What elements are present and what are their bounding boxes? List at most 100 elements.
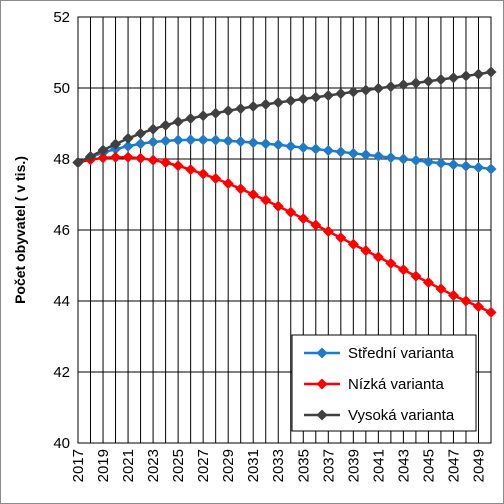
series-2 bbox=[72, 151, 497, 318]
x-tick-label: 2019 bbox=[95, 449, 112, 482]
y-tick-label: 42 bbox=[53, 364, 70, 381]
data-point bbox=[322, 225, 334, 237]
data-point bbox=[85, 151, 97, 163]
series-1 bbox=[72, 134, 497, 175]
data-point bbox=[210, 107, 222, 119]
data-point bbox=[185, 164, 197, 176]
data-point bbox=[160, 135, 172, 147]
data-point bbox=[385, 257, 397, 269]
x-tick-label: 2049 bbox=[470, 449, 487, 482]
data-point bbox=[272, 139, 284, 151]
series-layer bbox=[72, 66, 497, 318]
data-point bbox=[185, 134, 197, 146]
x-tick-label: 2035 bbox=[295, 449, 312, 482]
data-point bbox=[372, 251, 384, 263]
data-point bbox=[347, 238, 359, 250]
data-point bbox=[285, 206, 297, 218]
x-tick-label: 2039 bbox=[345, 449, 362, 482]
y-axis-title: Počet obyvatel ( v tis.) bbox=[12, 156, 28, 304]
data-point bbox=[335, 146, 347, 158]
data-point bbox=[185, 113, 197, 125]
data-point bbox=[297, 93, 309, 105]
data-point bbox=[122, 132, 134, 144]
y-tick-label: 50 bbox=[53, 80, 70, 97]
x-tick-label: 2037 bbox=[320, 449, 337, 482]
x-tick-label: 2041 bbox=[370, 449, 387, 482]
data-point bbox=[335, 88, 347, 100]
data-point bbox=[422, 277, 434, 289]
data-point bbox=[135, 152, 147, 164]
data-point bbox=[297, 213, 309, 225]
legend-label: Střední varianta bbox=[348, 345, 455, 362]
data-point bbox=[260, 138, 272, 150]
data-point bbox=[435, 73, 447, 85]
data-point bbox=[485, 66, 497, 78]
data-point bbox=[347, 147, 359, 159]
x-tick-label: 2023 bbox=[145, 449, 162, 482]
data-point bbox=[360, 245, 372, 257]
series-3 bbox=[72, 66, 497, 169]
data-point bbox=[360, 84, 372, 96]
data-point bbox=[472, 301, 484, 313]
y-tick-label: 44 bbox=[53, 293, 70, 310]
data-point bbox=[310, 143, 322, 155]
data-point bbox=[222, 135, 234, 147]
data-point bbox=[322, 144, 334, 156]
data-point bbox=[310, 91, 322, 103]
data-point bbox=[435, 157, 447, 169]
data-point bbox=[397, 153, 409, 165]
data-point bbox=[247, 189, 259, 200]
legend-label: Vysoká varianta bbox=[348, 407, 455, 424]
data-point bbox=[197, 134, 209, 146]
x-tick-label: 2043 bbox=[395, 449, 412, 482]
data-point bbox=[372, 82, 384, 94]
data-point bbox=[147, 154, 159, 166]
data-point bbox=[235, 103, 247, 115]
data-point bbox=[247, 100, 259, 112]
data-point bbox=[72, 157, 84, 169]
y-tick-label: 46 bbox=[53, 222, 70, 239]
data-point bbox=[447, 289, 459, 301]
data-point bbox=[285, 95, 297, 107]
data-point bbox=[247, 137, 259, 149]
data-point bbox=[485, 163, 497, 175]
data-point bbox=[222, 177, 234, 189]
data-point bbox=[322, 89, 334, 101]
data-point bbox=[385, 81, 397, 93]
data-point bbox=[397, 264, 409, 276]
data-point bbox=[422, 156, 434, 168]
y-tick-label: 40 bbox=[53, 435, 70, 452]
data-point bbox=[272, 200, 284, 212]
data-point bbox=[297, 142, 309, 154]
data-point bbox=[147, 136, 159, 148]
data-point bbox=[285, 140, 297, 152]
data-point bbox=[235, 183, 247, 195]
legend-marker bbox=[316, 347, 328, 359]
y-tick-label: 52 bbox=[53, 9, 70, 26]
data-point bbox=[172, 134, 184, 146]
series-line bbox=[77, 155, 492, 314]
data-point bbox=[110, 138, 122, 150]
data-point bbox=[460, 160, 472, 172]
x-tick-label: 2033 bbox=[270, 449, 287, 482]
data-point bbox=[447, 159, 459, 171]
data-point bbox=[310, 219, 322, 231]
data-point bbox=[210, 173, 222, 185]
data-point bbox=[172, 116, 184, 128]
data-point bbox=[97, 144, 109, 156]
data-point bbox=[172, 160, 184, 172]
data-point bbox=[460, 295, 472, 307]
x-tick-label: 2031 bbox=[245, 449, 262, 482]
x-tick-label: 2045 bbox=[420, 449, 437, 482]
data-point bbox=[335, 232, 347, 244]
data-point bbox=[235, 136, 247, 148]
data-point bbox=[210, 134, 222, 146]
axes: 40 42 44 46 48 50 52 2017 2019 2021 2023 2025 2027 20… bbox=[53, 9, 487, 482]
x-tick-label: 2025 bbox=[170, 449, 187, 482]
data-point bbox=[472, 68, 484, 80]
data-point bbox=[372, 150, 384, 162]
data-point bbox=[410, 154, 422, 166]
data-point bbox=[422, 75, 434, 87]
